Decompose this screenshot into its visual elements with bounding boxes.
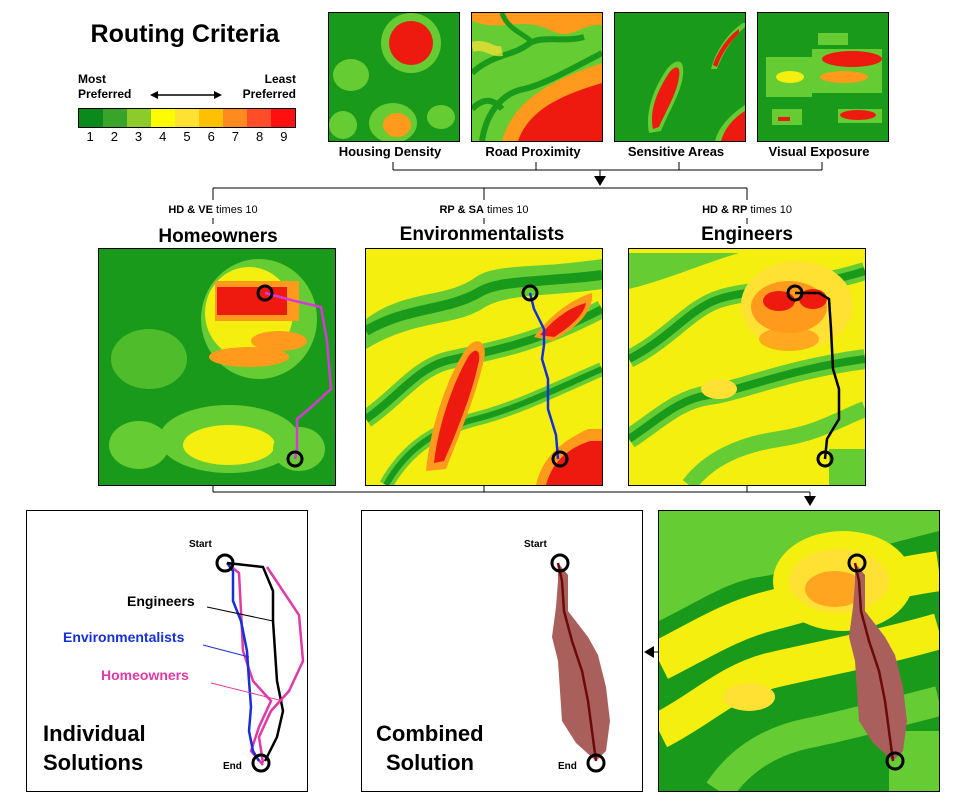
legend-numbers: 1 2 3 4 5 6 7 8 9 [78,129,296,144]
group-note-homeowners: HD & VE times 10 [168,204,258,216]
legend-color-ramp [78,108,296,128]
legend-number-9: 9 [280,129,288,144]
criteria-map-visual-exposure [757,12,889,142]
engineers-cost-map [628,248,866,486]
criteria-label-sensitive-areas: Sensitive Areas [627,144,725,159]
individual-solutions-title: Individual Solutions [43,721,146,775]
criteria-map-road-proximity [471,12,603,142]
arrow-down-icon [804,496,816,506]
group-title-engineers: Engineers [701,224,793,245]
legend-least-preferred: Least Preferred [242,72,296,101]
arrow-down-icon [594,176,606,186]
combined-route [550,553,610,773]
individual-engineers-label: Engineers [127,593,195,609]
environmentalists-cost-map [365,248,603,486]
criteria-map-sensitive-areas [614,12,746,142]
group-title-homeowners: Homeowners [158,226,278,247]
legend-swatch-1 [79,109,103,127]
legend-number-5: 5 [183,129,191,144]
legend-swatch-8 [247,109,271,127]
criteria-label-road-proximity: Road Proximity [485,144,581,159]
legend-number-2: 2 [110,129,118,144]
combined-start-label: Start [524,539,547,550]
legend-number-1: 1 [86,129,94,144]
individual-solutions-panel: Start End Engineers Environmentalists Ho… [26,510,308,792]
criteria-label-visual-exposure: Visual Exposure [768,144,870,159]
individual-start-label: Start [189,539,212,550]
legend-swatch-3 [127,109,151,127]
page-title: Routing Criteria [90,20,280,48]
legend-number-7: 7 [231,129,240,144]
legend-most-preferred: Most Preferred [78,72,132,101]
legend-swatch-2 [103,109,127,127]
combined-cost-map [658,510,940,792]
homeowners-cost-map [98,248,336,486]
individual-environmentalists-label: Environmentalists [63,629,185,645]
group-note-environmentalists: RP & SA times 10 [439,204,529,216]
legend-swatch-9 [271,109,295,127]
criteria-map-housing-density [328,12,460,142]
legend-number-4: 4 [159,129,167,144]
individual-routes [202,553,305,773]
arrow-left-icon [644,646,654,658]
group-title-environmentalists: Environmentalists [399,224,565,245]
legend-swatch-7 [223,109,247,127]
individual-homeowners-label: Homeowners [101,667,189,683]
criteria-label-housing-density: Housing Density [338,144,442,159]
group-note-engineers: HD & RP times 10 [702,204,792,216]
double-arrow-icon [150,91,222,99]
individual-end-label: End [223,761,242,772]
combined-solution-title: Combined Solution [376,721,484,775]
legend-swatch-4 [151,109,175,127]
legend: Most Preferred Least Preferred 1 2 3 4 5 6 7 8 9 [78,70,296,150]
combined-end-label: End [558,761,577,772]
legend-number-8: 8 [256,129,264,144]
legend-number-3: 3 [134,129,143,144]
legend-swatch-5 [175,109,199,127]
combined-solution-panel: Start End Combined Solution [361,510,643,792]
legend-swatch-6 [199,109,223,127]
legend-number-6: 6 [207,129,215,144]
